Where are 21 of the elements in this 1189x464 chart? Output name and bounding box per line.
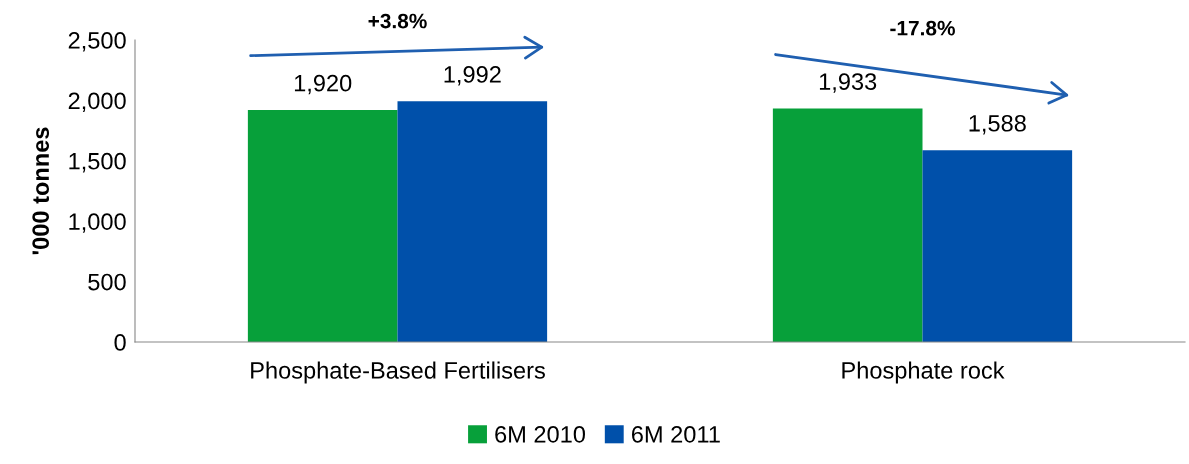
y-tick-label: 1,500 bbox=[69, 152, 126, 173]
legend-label: 6M 2010 bbox=[495, 426, 586, 443]
text: +3.8% bbox=[368, 13, 427, 29]
text: -17.8% bbox=[890, 20, 955, 36]
x-tick-label: Phosphate rock bbox=[842, 361, 1005, 384]
y-tick-label: 1,000 bbox=[69, 213, 126, 233]
y-axis-title: '000 tonnes bbox=[32, 127, 50, 255]
y-tick-label: 0 bbox=[114, 334, 126, 351]
y-tick-label: 500 bbox=[88, 273, 126, 291]
y-tick-label: 2,500 bbox=[68, 32, 126, 52]
bar bbox=[247, 110, 398, 342]
y-tick-label: 2,000 bbox=[68, 92, 126, 112]
legend-label: 6M 2011 bbox=[631, 426, 720, 443]
bar bbox=[772, 108, 923, 342]
data-label: 1,933 bbox=[819, 73, 877, 93]
bar bbox=[397, 101, 548, 342]
x-tick-label: Phosphate-Based Fertilisers bbox=[251, 361, 545, 384]
bar bbox=[922, 150, 1073, 342]
data-label: 1,992 bbox=[444, 66, 501, 86]
data-label: 1,920 bbox=[294, 74, 352, 95]
data-label: 1,588 bbox=[969, 114, 1026, 135]
